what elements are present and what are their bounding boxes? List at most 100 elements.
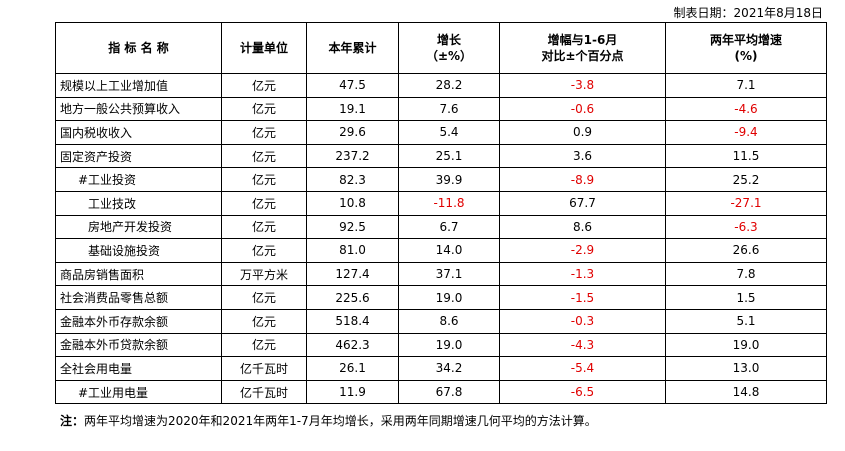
table-row: #工业投资 亿元 82.3 39.9 -8.9 25.2: [55, 167, 827, 192]
value-cell: 1.5: [665, 285, 827, 310]
value-cell: 25.1: [398, 143, 500, 169]
value-cell: -4.6: [665, 96, 827, 122]
value-cell: 19.1: [306, 96, 399, 122]
value-cell: 7.6: [398, 96, 500, 122]
value-cell: 亿元: [221, 167, 307, 192]
indicator-cell: 固定资产投资: [55, 143, 222, 169]
value-cell: 8.6: [499, 214, 666, 240]
value-cell: 10.8: [306, 190, 399, 216]
table-row: 房地产开发投资 亿元 92.5 6.7 8.6 -6.3: [55, 214, 827, 240]
header-line: 指 标 名 称: [108, 41, 169, 55]
value-cell: 237.2: [306, 143, 399, 169]
value-cell: 5.1: [665, 308, 827, 334]
value-cell: 26.6: [665, 238, 827, 263]
value-cell: 亿元: [221, 238, 307, 263]
header-row: 指 标 名 称计量单位 本年累计 增长 （±%） 增幅与1-6月 对比±个百分点 两年平均增…: [55, 22, 827, 74]
value-cell: 6.7: [398, 214, 500, 240]
indicator-cell: 基础设施投资: [55, 238, 222, 263]
indicator-cell: 规模以上工业增加值: [55, 73, 222, 98]
value-cell: 5.4: [398, 120, 500, 145]
header-line: 本年累计: [328, 41, 377, 55]
value-cell: 81.0: [306, 238, 399, 263]
date-note: 制表日期：2021年8月18日: [673, 6, 823, 20]
value-cell: -3.8: [499, 73, 666, 98]
value-cell: 7.8: [665, 261, 827, 287]
table-row: 社会消费品零售总额 亿元 225.6 19.0 -1.5 1.5: [55, 285, 827, 310]
value-cell: 19.0: [398, 285, 500, 310]
table-row: 地方一般公共预算收入 亿元 19.1 7.6 -0.6 -4.6: [55, 96, 827, 122]
value-cell: -4.3: [499, 332, 666, 358]
value-cell: 亿元: [221, 332, 307, 358]
value-cell: 11.5: [665, 143, 827, 169]
table-row: 规模以上工业增加值 亿元 47.5 28.2 -3.8 7.1: [55, 73, 827, 98]
value-cell: 92.5: [306, 214, 399, 240]
header-line: 对比±个百分点: [541, 49, 624, 63]
value-cell: 29.6: [306, 120, 399, 145]
value-cell: 亿元: [221, 120, 307, 145]
value-cell: 8.6: [398, 308, 500, 334]
value-cell: 19.0: [398, 332, 500, 358]
header-line: 增长: [436, 33, 461, 47]
table-row: 金融本外币存款余额 亿元 518.4 8.6 -0.3 5.1: [55, 308, 827, 334]
indicator-cell: 金融本外币存款余额: [55, 308, 222, 334]
indicator-cell: 国内税收收入: [55, 120, 222, 145]
value-cell: 47.5: [306, 73, 399, 98]
value-cell: 28.2: [398, 73, 500, 98]
table-row: 国内税收收入 亿元 29.6 5.4 0.9 -9.4: [55, 120, 827, 145]
indicator-cell: 全社会用电量: [55, 356, 222, 381]
value-cell: 37.1: [398, 261, 500, 287]
value-cell: 34.2: [398, 356, 500, 381]
footnote-label: 注：: [60, 414, 85, 428]
value-cell: 39.9: [398, 167, 500, 192]
value-cell: 518.4: [306, 308, 399, 334]
header-cell: 增长 （±%）: [398, 22, 500, 74]
value-cell: 亿元: [221, 96, 307, 122]
indicator-cell: 社会消费品零售总额: [55, 285, 222, 310]
value-cell: 67.8: [398, 379, 500, 405]
indicator-cell: 工业技改: [55, 190, 222, 216]
value-cell: 亿元: [221, 214, 307, 240]
value-cell: -0.3: [499, 308, 666, 334]
value-cell: 3.6: [499, 143, 666, 169]
table-row: 全社会用电量 亿千瓦时 26.1 34.2 -5.4 13.0: [55, 356, 827, 381]
table-row: 基础设施投资 亿元 81.0 14.0 -2.9 26.6: [55, 238, 827, 263]
value-cell: -9.4: [665, 120, 827, 145]
value-cell: 亿元: [221, 73, 307, 98]
value-cell: 19.0: [665, 332, 827, 358]
indicator-cell: #工业投资: [55, 167, 222, 192]
header-line: 计量单位: [239, 41, 288, 55]
header-cell: 计量单位: [221, 22, 307, 74]
header-cell: 指 标 名 称: [55, 22, 222, 74]
data-table: 指 标 名 称计量单位 本年累计 增长 （±%） 增幅与1-6月 对比±个百分点 两年平均增…: [55, 22, 827, 405]
table-row: 工业技改 亿元 10.8 -11.8 67.7 -27.1: [55, 190, 827, 216]
value-cell: 0.9: [499, 120, 666, 145]
value-cell: -8.9: [499, 167, 666, 192]
header-line: 两年平均增速: [709, 33, 782, 47]
indicator-cell: 商品房销售面积: [55, 261, 222, 287]
value-cell: 亿千瓦时: [221, 356, 307, 381]
value-cell: 亿元: [221, 143, 307, 169]
value-cell: -1.3: [499, 261, 666, 287]
value-cell: 13.0: [665, 356, 827, 381]
table-row: 固定资产投资 亿元 237.2 25.1 3.6 11.5: [55, 143, 827, 169]
value-cell: -2.9: [499, 238, 666, 263]
value-cell: 26.1: [306, 356, 399, 381]
footnote: 注：两年平均增速为2020年和2021年两年1-7月年均增长，采用两年同期增速几…: [60, 412, 597, 429]
indicator-cell: #工业用电量: [55, 379, 222, 405]
value-cell: 亿元: [221, 308, 307, 334]
value-cell: 亿千瓦时: [221, 379, 307, 405]
value-cell: 7.1: [665, 73, 827, 98]
value-cell: -6.3: [665, 214, 827, 240]
indicator-cell: 地方一般公共预算收入: [55, 96, 222, 122]
header-cell: 两年平均增速 (%): [665, 22, 827, 74]
value-cell: -6.5: [499, 379, 666, 405]
value-cell: 万平方米: [221, 261, 307, 287]
value-cell: -27.1: [665, 190, 827, 216]
indicator-cell: 房地产开发投资: [55, 214, 222, 240]
value-cell: 亿元: [221, 285, 307, 310]
indicator-cell: 金融本外币贷款余额: [55, 332, 222, 358]
value-cell: 25.2: [665, 167, 827, 192]
table-body: 规模以上工业增加值 亿元 47.5 28.2 -3.8 7.1 地方一般公共预算收入 亿元 19…: [55, 73, 827, 405]
value-cell: 67.7: [499, 190, 666, 216]
